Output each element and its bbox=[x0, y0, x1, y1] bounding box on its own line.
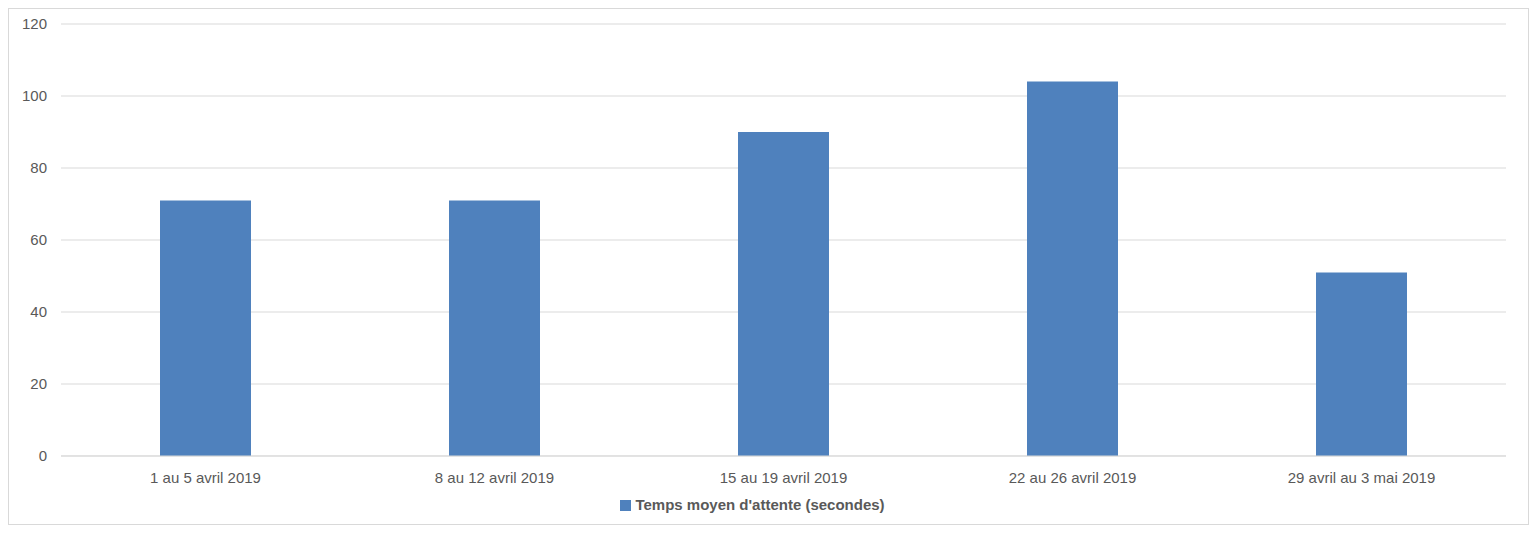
svg-text:60: 60 bbox=[30, 231, 47, 248]
html-text:Temps moyen d'attente (seconde: Temps moyen d'attente (secondes) bbox=[635, 496, 885, 513]
svg-text:100: 100 bbox=[22, 87, 47, 104]
svg-text:8 au 12 avril 2019: 8 au 12 avril 2019 bbox=[435, 469, 554, 486]
svg-text:22 au 26 avril 2019: 22 au 26 avril 2019 bbox=[1009, 469, 1137, 486]
svg-text:120: 120 bbox=[22, 15, 47, 32]
svg-text:15 au 19 avril 2019: 15 au 19 avril 2019 bbox=[720, 469, 848, 486]
svg-text:0: 0 bbox=[39, 447, 47, 464]
svg-text:80: 80 bbox=[30, 159, 47, 176]
svg-text:1 au 5 avril 2019: 1 au 5 avril 2019 bbox=[150, 469, 261, 486]
svg-text:40: 40 bbox=[30, 303, 47, 320]
svg-text:20: 20 bbox=[30, 375, 47, 392]
svg-text:29 avril au 3 mai 2019: 29 avril au 3 mai 2019 bbox=[1288, 469, 1436, 486]
